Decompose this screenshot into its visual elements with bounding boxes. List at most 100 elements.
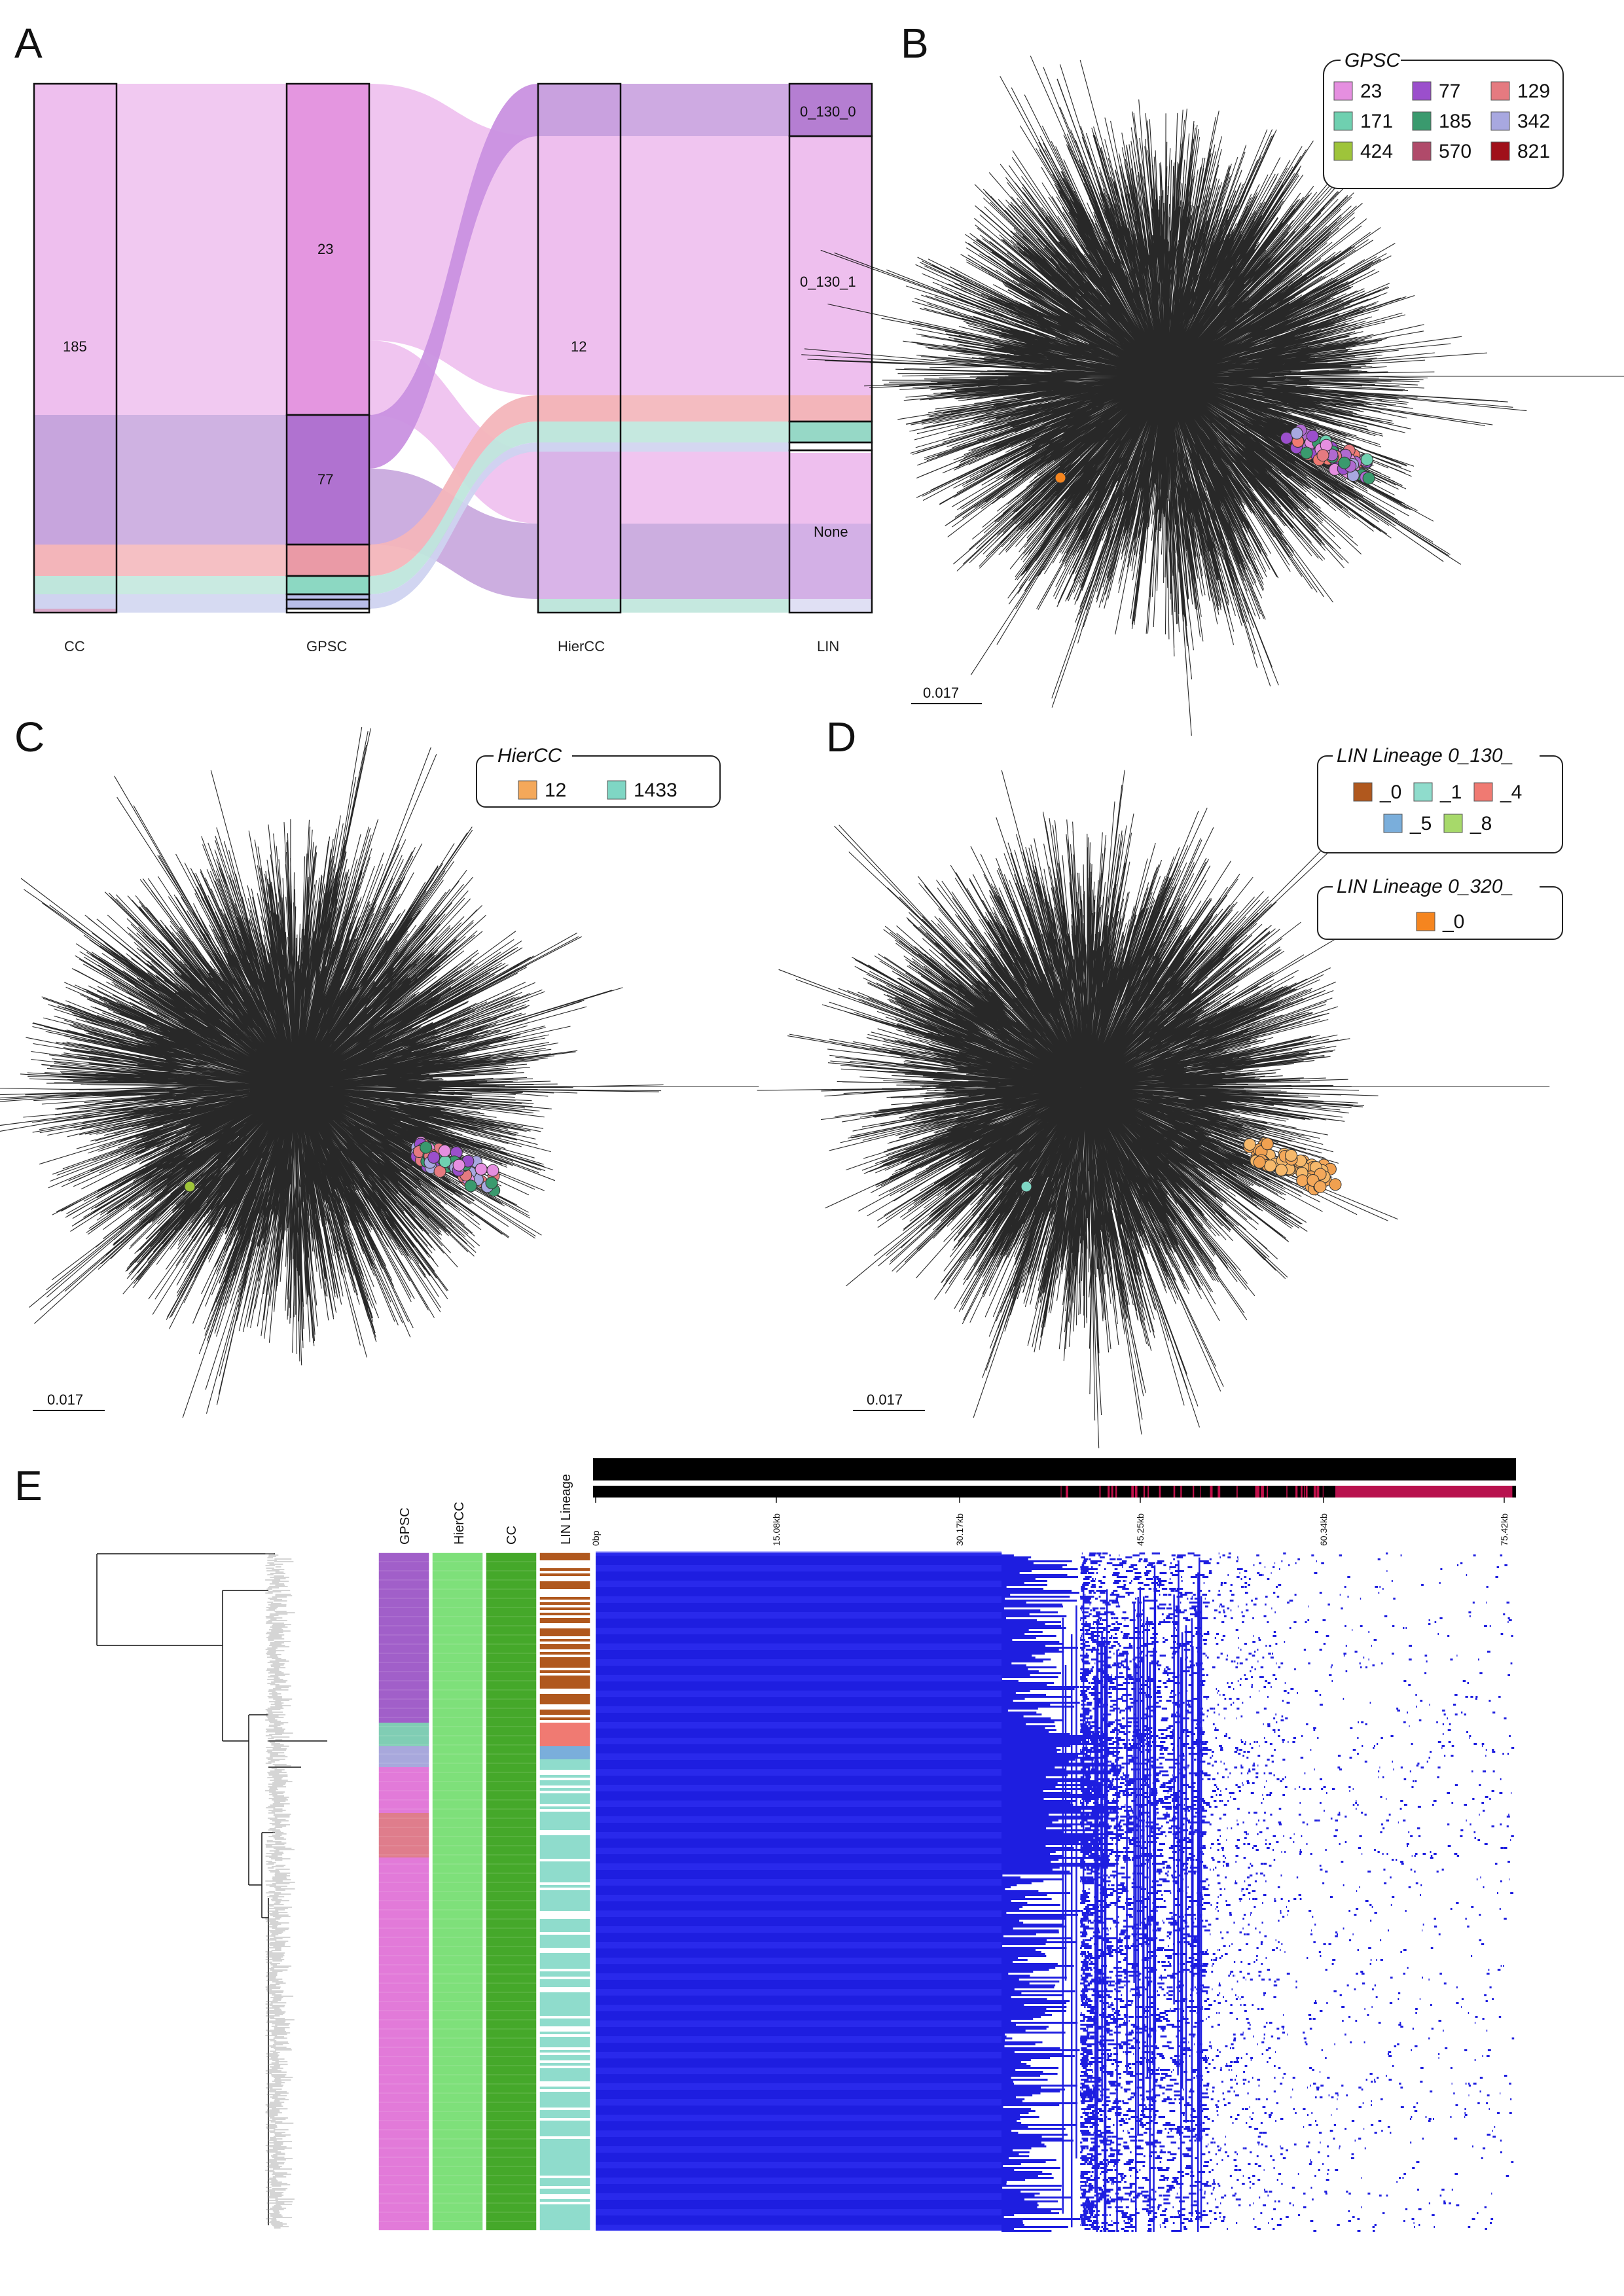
track-lin-cell [539,1901,590,1903]
legend-gpsc-item-swatch [1333,81,1353,101]
sankey-gpsc-band [287,415,369,545]
legend-gpsc: GPSC 23 77 129 171 185 342 424 570 821 [1323,48,1564,189]
tree-tip-point [1338,456,1351,469]
tree-d-points [1020,1137,1342,1196]
genome-tick-label: 60.34kb [1318,1513,1329,1546]
legend-hiercc-box [476,755,721,808]
track-lin-cell [539,1888,590,1890]
track-lin-cell [539,2108,590,2110]
legend-lin-320-item-swatch [1416,912,1435,931]
legend-lin-130-item-label: _0 [1379,781,1401,803]
track-lin-cell [539,2113,590,2115]
track-lin-cell [539,1843,590,1846]
track-lin-cell [539,1856,590,1859]
track-lin-cell [539,1935,590,1937]
track-lin-cell [539,1796,590,1799]
tree-tip-point [1362,472,1375,485]
track-lin-cell [539,1788,590,1791]
legend-gpsc-item-swatch [1490,141,1510,161]
panel-label-c: C [14,713,45,761]
track-lin-cell [539,1605,590,1607]
track-lin-cell [539,1992,590,1995]
track-lin-cell [539,1699,590,1702]
tree-tip-point [1275,1164,1288,1177]
genome-annot-mark [1066,1486,1068,1498]
track-lin-cell [539,1607,590,1610]
tree-tip-point [1360,453,1373,466]
genome-annot-mark [1143,1486,1146,1498]
legend-gpsc-item-label: 821 [1517,141,1550,162]
legend-gpsc-item-swatch [1412,141,1432,161]
track-lin-cell [539,2212,590,2215]
sankey-flow-hiercc-lin [621,136,789,395]
sankey-axis-cc: CC [64,638,85,655]
track-lin-cell [539,1657,590,1660]
presence-heatmap [596,1551,1515,2232]
phylo-tree-d [757,770,1550,1448]
track-lin-cell [539,2170,590,2173]
tree-tip-point [1253,1156,1266,1169]
genome-tick-label: 30.17kb [954,1513,965,1546]
track-lin-cell [539,1929,590,1932]
track-gpsc-segment [378,1723,429,1746]
track-lin-cell [539,1775,590,1778]
sankey-node [788,449,873,614]
track-lin-cell [539,1953,590,1956]
track-lin-cell [539,1882,590,1885]
legend-lin-130-item-swatch [1383,814,1403,833]
genome-annot-mark [1236,1486,1238,1498]
track-lin-cell [539,2181,590,2183]
sankey-label-hiercc-12: 12 [571,338,586,355]
sankey-gpsc-band [287,576,369,594]
legend-hiercc: HierCC 12 1433 [476,744,721,808]
track-lin-cell [539,1618,590,1621]
track-lin-cell [539,1723,590,1725]
genome-annot-mark [1131,1486,1134,1498]
legend-gpsc-item-swatch [1333,111,1353,131]
tree-c-points [184,1136,501,1197]
tree-tip-point [1316,449,1329,462]
track-lin-cell [539,1717,590,1720]
track-lin-cell [539,1799,590,1801]
track-lin-cell [539,1558,590,1560]
genome-annot-mark [1304,1486,1305,1498]
track-lin-cell [539,1746,590,1749]
sankey-cc-band [34,84,117,415]
track-lin-cell [539,1945,590,1948]
legend-lin-130-item-swatch [1353,782,1373,802]
genome-annot-mark [1135,1486,1138,1498]
track-lin-cell [539,1801,590,1804]
sankey-flow-gpsc-hiercc [369,442,538,609]
track-lin-cell [539,2194,590,2197]
track-label-gpsc: GPSC [398,1507,412,1545]
track-label-hiercc: HierCC [452,1501,467,1545]
genome-annot-mark [1159,1486,1161,1498]
track-lin-cell [539,2058,590,2060]
track-hiercc-segment [432,1552,483,2231]
genome-annot-mark [1286,1486,1288,1498]
track-lin-cell [539,2165,590,2168]
legend-gpsc-item-swatch [1412,81,1432,101]
track-lin-cell [539,1830,590,1833]
sankey-axis-gpsc: GPSC [306,638,347,655]
track-lin-cell [539,2039,590,2042]
track-lin-cell [539,1710,590,1712]
tree-tip-point [439,1155,452,1168]
track-lin-cell [539,2139,590,2142]
genome-annot-mark [1173,1486,1176,1498]
tree-tip-point [464,1179,477,1193]
track-lin-cell [539,1634,590,1636]
sankey-lin-band [789,453,872,524]
track-lin-cell [539,2210,590,2212]
legend-gpsc-item-label: 570 [1439,141,1471,162]
track-lin-cell [539,2207,590,2210]
sankey-flow-gpsc-hiercc [369,422,538,594]
tree-tip-point [1264,1159,1277,1172]
sankey-flow-cc-gpsc [117,576,287,594]
sankey-flow-gpsc-hiercc [369,395,538,576]
sankey-flow-cc-gpsc [117,594,287,613]
track-lin-cell [539,1762,590,1765]
track-lin-cell [539,2066,590,2068]
genome-annot-mark [1305,1486,1308,1498]
